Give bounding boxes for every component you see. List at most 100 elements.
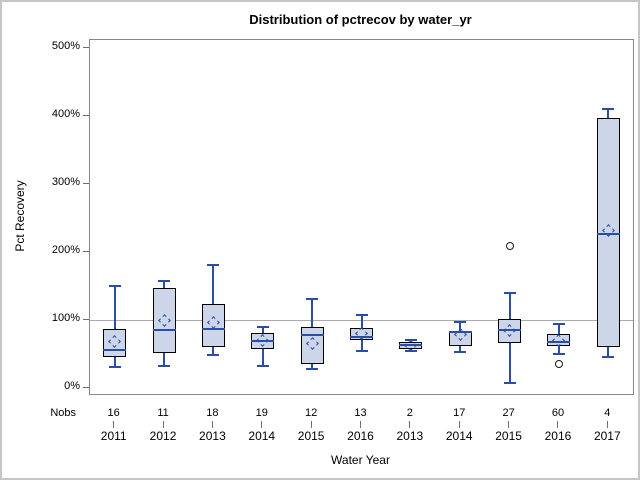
whisker-lower-cap xyxy=(207,353,220,356)
whisker-lower-line xyxy=(311,363,314,369)
nobs-value: 12 xyxy=(305,407,318,419)
chart-title: Distribution of pctrecov by water_yr xyxy=(249,12,472,27)
x-tick-mark xyxy=(508,421,510,428)
box-iqr xyxy=(300,326,324,364)
x-tick-mark xyxy=(162,421,164,428)
whisker-upper-cap xyxy=(552,323,565,326)
median-line xyxy=(350,336,373,338)
x-category-label: 2014 xyxy=(248,429,276,443)
whisker-lower-line xyxy=(212,346,215,355)
whisker-lower-cap xyxy=(306,367,319,370)
nobs-value: 11 xyxy=(157,407,169,419)
whisker-upper-cap xyxy=(256,325,269,328)
x-category-label: 2017 xyxy=(593,429,621,443)
box-iqr xyxy=(152,288,176,354)
x-category-label: 2016 xyxy=(347,429,374,443)
y-tick-label: 200% xyxy=(51,244,80,256)
nobs-value: 17 xyxy=(453,407,466,419)
box-iqr xyxy=(498,319,522,344)
whisker-lower-line xyxy=(557,345,560,354)
median-line xyxy=(251,340,275,343)
whisker-lower-line xyxy=(508,343,511,383)
whisker-lower-cap xyxy=(108,365,121,368)
nobs-row-label: Nobs xyxy=(50,407,76,419)
outlier-circle-marker xyxy=(554,360,563,369)
box-iqr xyxy=(596,118,620,347)
box-iqr xyxy=(547,334,571,346)
median-line xyxy=(448,331,472,334)
whisker-upper-line xyxy=(261,326,264,333)
whisker-upper-cap xyxy=(503,292,516,295)
x-category-label: 2016 xyxy=(544,429,572,443)
whisker-upper-cap xyxy=(404,339,417,342)
whisker-upper-cap xyxy=(602,108,615,111)
whisker-upper-line xyxy=(607,109,610,119)
whisker-upper-line xyxy=(113,286,116,329)
x-category-label: 2011 xyxy=(100,429,127,443)
x-tick-mark xyxy=(606,421,608,428)
x-tick-mark xyxy=(211,421,213,428)
median-line xyxy=(498,329,522,332)
whisker-lower-cap xyxy=(454,350,467,353)
whisker-lower-cap xyxy=(602,355,615,358)
x-category-label: 2015 xyxy=(297,429,325,443)
x-tick-mark xyxy=(113,421,115,428)
nobs-value: 16 xyxy=(107,407,120,419)
whisker-lower-cap xyxy=(552,353,565,355)
box-iqr xyxy=(350,328,373,340)
nobs-value: 27 xyxy=(502,407,515,419)
whisker-upper-cap xyxy=(207,263,220,266)
whisker-upper-cap xyxy=(306,297,319,300)
whisker-lower-line xyxy=(607,346,610,357)
x-tick-mark xyxy=(261,421,263,428)
x-category-label: 2015 xyxy=(495,429,522,443)
nobs-value: 4 xyxy=(604,407,611,419)
outlier-circle-marker xyxy=(505,241,514,250)
whisker-upper-cap xyxy=(355,313,368,316)
whisker-lower-cap xyxy=(404,349,417,352)
x-tick-mark xyxy=(458,421,460,428)
whisker-upper-line xyxy=(212,264,215,305)
whisker-lower-cap xyxy=(503,381,516,384)
whisker-upper-cap xyxy=(108,285,121,287)
x-tick-mark xyxy=(409,421,411,428)
x-category-label: 2013 xyxy=(199,429,226,443)
whisker-lower-line xyxy=(261,348,264,367)
y-tick-mark xyxy=(83,251,89,252)
y-axis-label: Pct Recovery xyxy=(13,180,27,252)
plot-area xyxy=(89,39,634,395)
y-tick-label: 500% xyxy=(51,40,80,52)
x-category-label: 2012 xyxy=(149,429,177,443)
y-tick-mark xyxy=(83,319,89,320)
x-axis-label: Water Year xyxy=(331,453,390,467)
median-line xyxy=(399,344,423,347)
whisker-upper-cap xyxy=(454,321,467,324)
y-tick-label: 100% xyxy=(51,312,80,324)
whisker-lower-line xyxy=(360,339,363,352)
x-category-label: 2014 xyxy=(445,429,473,443)
whisker-lower-line xyxy=(163,353,166,367)
nobs-value: 13 xyxy=(354,407,367,419)
x-tick-mark xyxy=(557,421,559,428)
x-tick-mark xyxy=(360,421,361,428)
whisker-upper-cap xyxy=(158,279,171,282)
y-tick-label: 0% xyxy=(64,380,80,392)
whisker-upper-line xyxy=(409,340,412,343)
whisker-upper-line xyxy=(360,314,363,329)
whisker-lower-cap xyxy=(355,350,368,353)
x-tick-mark xyxy=(310,421,312,428)
whisker-upper-line xyxy=(508,293,511,320)
whisker-lower-line xyxy=(409,348,412,351)
median-line xyxy=(547,340,571,343)
nobs-value: 19 xyxy=(255,407,268,419)
whisker-lower-line xyxy=(459,345,462,352)
nobs-value: 2 xyxy=(406,407,413,419)
median-line xyxy=(300,333,324,336)
whisker-lower-line xyxy=(113,356,116,367)
y-tick-mark xyxy=(83,115,89,116)
y-tick-label: 300% xyxy=(51,176,80,188)
whisker-upper-line xyxy=(163,280,166,289)
x-category-label: 2013 xyxy=(396,429,424,443)
nobs-value: 60 xyxy=(551,407,565,419)
